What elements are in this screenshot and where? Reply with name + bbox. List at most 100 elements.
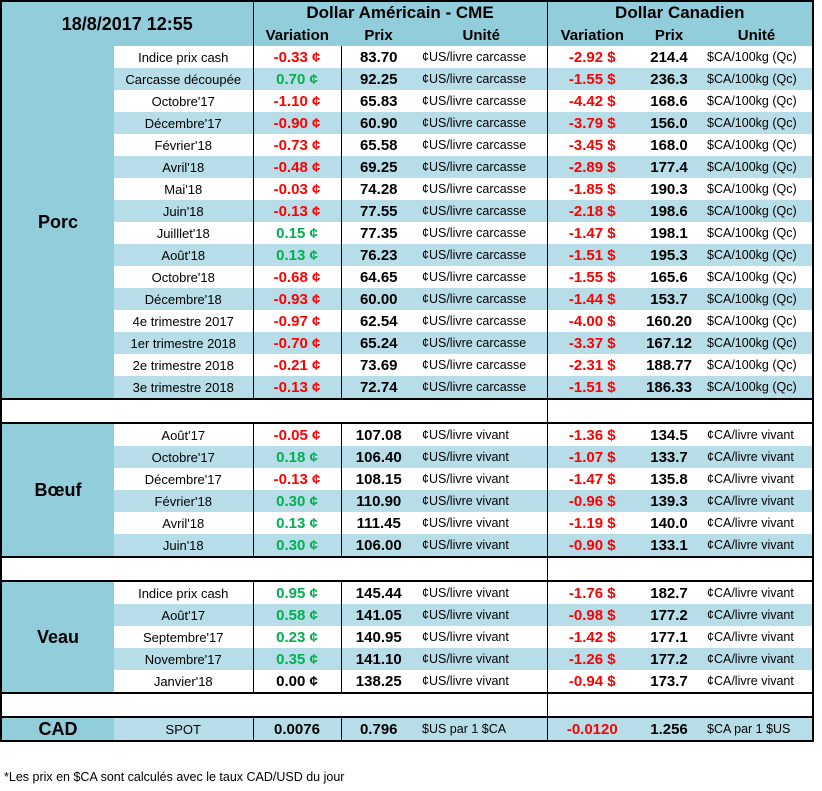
usd-title: Dollar Américain - CME <box>252 1 548 24</box>
table-row: Février'18 0.30 ¢ 110.90 ¢US/livre vivant -0… <box>1 490 814 512</box>
cad-variation: -1.51 $ <box>546 244 638 266</box>
cad-prix: 186.33 <box>637 376 702 399</box>
item-label: Août'17 <box>114 422 253 446</box>
item-label: Carcasse découpée <box>114 68 253 90</box>
usd-variation: 0.13 ¢ <box>252 244 341 266</box>
table-row: 1er trimestre 2018 -0.70 ¢ 65.24 ¢US/livre … <box>1 332 814 354</box>
usd-unit: $US par 1 $CA <box>416 716 548 741</box>
cad-prix: 139.3 <box>637 490 702 512</box>
usd-variation: 0.23 ¢ <box>252 626 341 648</box>
cad-variation: -3.79 $ <box>546 112 638 134</box>
usd-unit: ¢US/livre carcasse <box>416 222 548 244</box>
cad-unit: $CA/100kg (Qc) <box>701 46 814 68</box>
table-row: Avril'18 -0.48 ¢ 69.25 ¢US/livre carcasse -2… <box>1 156 814 178</box>
item-label: Juilllet'18 <box>114 222 253 244</box>
cad-variation: -1.47 $ <box>546 468 638 490</box>
usd-unit: ¢US/livre vivant <box>416 490 548 512</box>
item-label: Indice prix cash <box>114 46 253 68</box>
table-row: Décembre'17 -0.13 ¢ 108.15 ¢US/livre vivant… <box>1 468 814 490</box>
item-label: Août'17 <box>114 604 253 626</box>
usd-unit: ¢US/livre vivant <box>416 670 548 693</box>
item-label: 3e trimestre 2018 <box>114 376 253 399</box>
section-label: Porc <box>1 46 114 399</box>
usd-variation: 0.00 ¢ <box>252 670 341 693</box>
usd-variation: -0.21 ¢ <box>252 354 341 376</box>
item-label: Indice prix cash <box>114 580 253 604</box>
cad-prix: 182.7 <box>637 580 702 604</box>
table-row: Bœuf Août'17 -0.05 ¢ 107.08 ¢US/livre vivant… <box>1 422 814 557</box>
cad-prix: 134.5 <box>637 422 702 446</box>
usd-prix: 65.58 <box>340 134 416 156</box>
usd-variation: 0.13 ¢ <box>252 512 341 534</box>
cad-unit: ¢CA/livre vivant <box>701 534 814 557</box>
usd-prix: 74.28 <box>340 178 416 200</box>
cad-variation: -1.19 $ <box>546 512 638 534</box>
cad-variation: -1.36 $ <box>546 422 638 446</box>
usd-unit: ¢US/livre vivant <box>416 512 548 534</box>
usd-unit: ¢US/livre carcasse <box>416 244 548 266</box>
item-label: 4e trimestre 2017 <box>114 310 253 332</box>
cad-unit: ¢CA/livre vivant <box>701 468 814 490</box>
cad-prix: 214.4 <box>637 46 702 68</box>
cad-prix: 168.6 <box>637 90 702 112</box>
item-label: Novembre'17 <box>114 648 253 670</box>
item-label: 2e trimestre 2018 <box>114 354 253 376</box>
cad-unit: ¢CA/livre vivant <box>701 512 814 534</box>
usd-prix: 141.10 <box>340 648 416 670</box>
table-row: Août'18 0.13 ¢ 76.23 ¢US/livre carcasse -1.5… <box>1 244 814 266</box>
cad-unit: $CA/100kg (Qc) <box>701 90 814 112</box>
item-label: Octobre'18 <box>114 266 253 288</box>
usd-unit: ¢US/livre vivant <box>416 648 548 670</box>
usd-unite-header: Unité <box>416 24 548 46</box>
cad-unit: $CA/100kg (Qc) <box>701 200 814 222</box>
cad-prix: 133.1 <box>637 534 702 557</box>
usd-unit: ¢US/livre carcasse <box>416 332 548 354</box>
cad-prix: 165.6 <box>637 266 702 288</box>
item-label: Octobre'17 <box>114 446 253 468</box>
usd-unit: ¢US/livre carcasse <box>416 112 548 134</box>
cad-variation: -3.45 $ <box>546 134 638 156</box>
cad-unit: $CA/100kg (Qc) <box>701 266 814 288</box>
cad-variation: -2.31 $ <box>546 354 638 376</box>
usd-variation: -0.13 ¢ <box>252 376 341 399</box>
cad-prix: 133.7 <box>637 446 702 468</box>
cad-variation: -4.00 $ <box>546 310 638 332</box>
cad-unit: $CA/100kg (Qc) <box>701 354 814 376</box>
usd-variation: -0.13 ¢ <box>252 468 341 490</box>
usd-variation: -0.33 ¢ <box>252 46 341 68</box>
usd-prix: 140.95 <box>340 626 416 648</box>
usd-prix-header: Prix <box>341 24 416 46</box>
usd-prix: 60.90 <box>340 112 416 134</box>
item-label: Février'18 <box>114 134 253 156</box>
cad-prix: 140.0 <box>637 512 702 534</box>
usd-prix: 111.45 <box>340 512 416 534</box>
table-row: Avril'18 0.13 ¢ 111.45 ¢US/livre vivant -1.1… <box>1 512 814 534</box>
cad-variation: -1.85 $ <box>546 178 638 200</box>
cad-prix: 160.20 <box>637 310 702 332</box>
footnote: *Les prix en $CA sont calculés avec le t… <box>4 770 345 784</box>
usd-unit: ¢US/livre vivant <box>416 422 548 446</box>
table-row: Octobre'17 -1.10 ¢ 65.83 ¢US/livre carcasse… <box>1 90 814 112</box>
section-spacer <box>1 556 814 581</box>
usd-unit: ¢US/livre carcasse <box>416 46 548 68</box>
usd-prix: 77.35 <box>340 222 416 244</box>
table-row: Novembre'17 0.35 ¢ 141.10 ¢US/livre vivant -… <box>1 648 814 670</box>
cad-prix: 177.2 <box>637 604 702 626</box>
cad-variation: -0.98 $ <box>546 604 638 626</box>
cad-prix: 153.7 <box>637 288 702 310</box>
cad-unit: ¢CA/livre vivant <box>701 648 814 670</box>
cad-unit: $CA/100kg (Qc) <box>701 244 814 266</box>
usd-unit: ¢US/livre carcasse <box>416 178 548 200</box>
cad-variation: -1.07 $ <box>546 446 638 468</box>
table-row: Veau Indice prix cash 0.95 ¢ 145.44 ¢US/livr… <box>1 580 814 693</box>
usd-unit: ¢US/livre carcasse <box>416 354 548 376</box>
cad-prix: 167.12 <box>637 332 702 354</box>
cad-unit: $CA/100kg (Qc) <box>701 332 814 354</box>
table-row: Juilllet'18 0.15 ¢ 77.35 ¢US/livre carcasse… <box>1 222 814 244</box>
item-label: Janvier'18 <box>114 670 253 693</box>
usd-unit: ¢US/livre vivant <box>416 604 548 626</box>
usd-variation: -0.90 ¢ <box>252 112 341 134</box>
usd-unit: ¢US/livre carcasse <box>416 266 548 288</box>
cad-variation: -1.55 $ <box>546 68 638 90</box>
item-label: Mai'18 <box>114 178 253 200</box>
